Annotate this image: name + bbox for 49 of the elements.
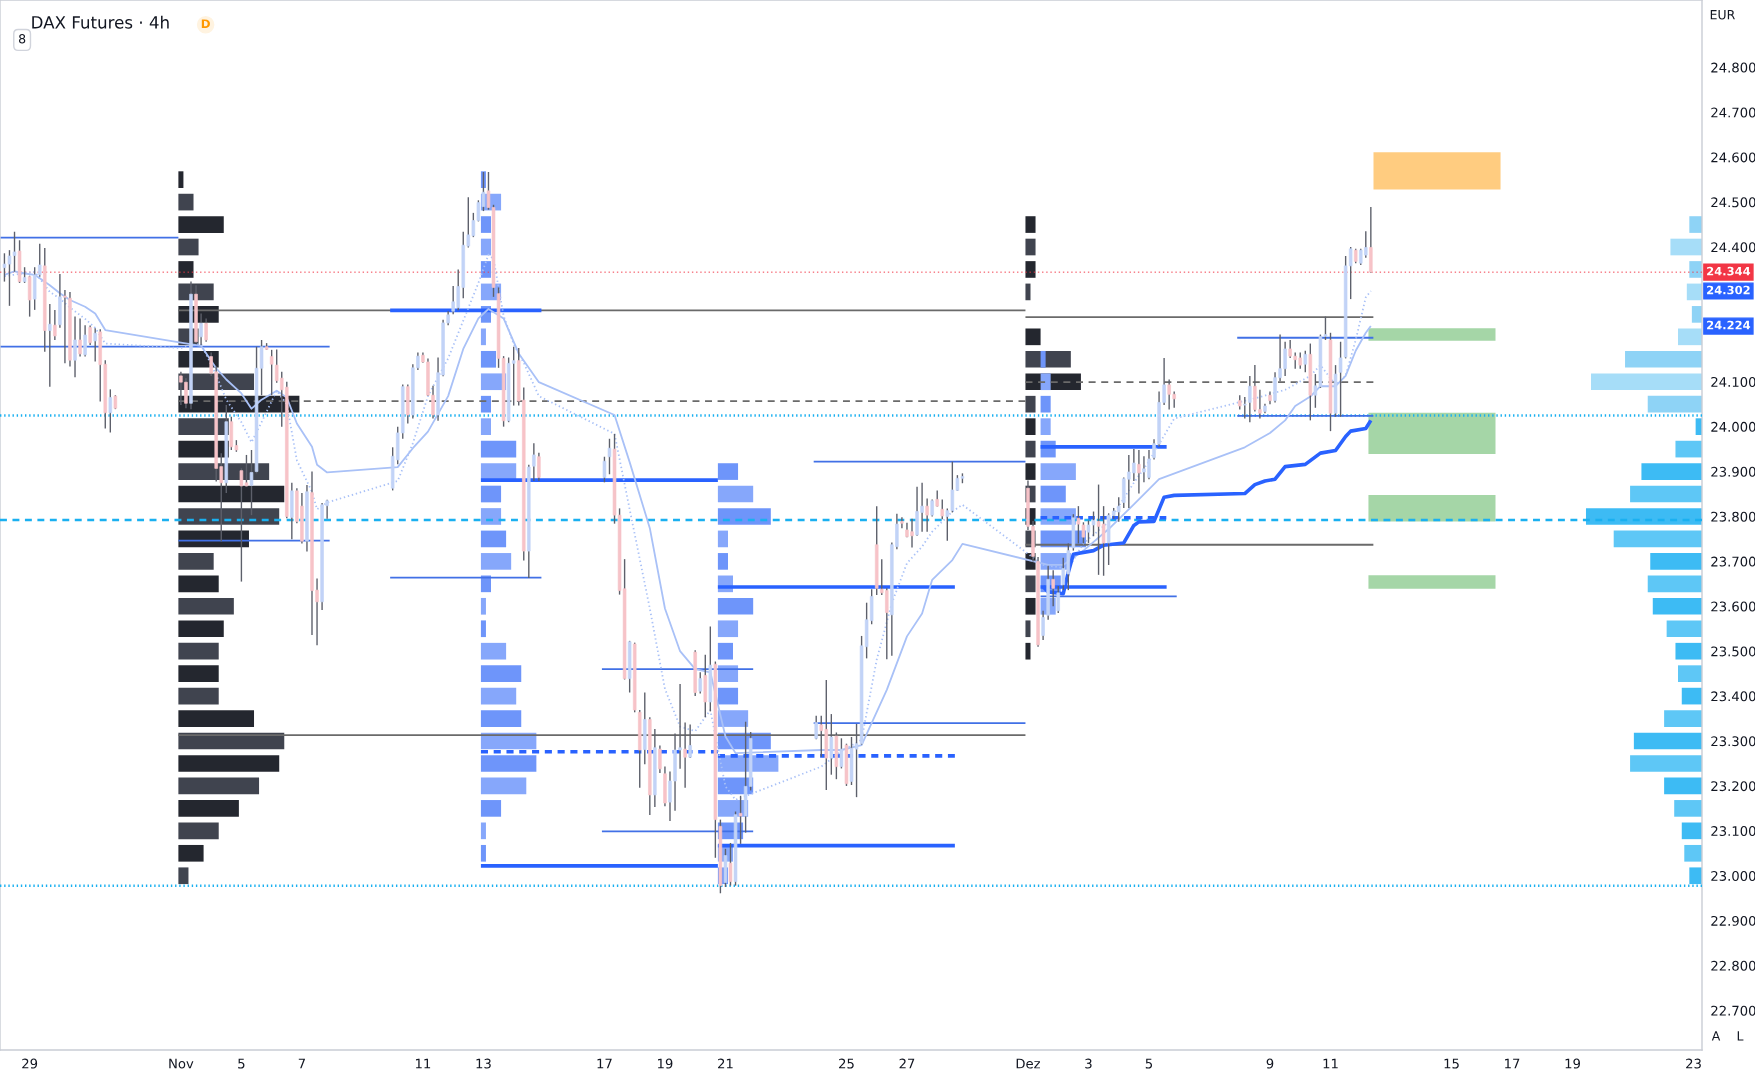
x-tick-label: 29 <box>22 1058 38 1069</box>
x-tick-label: 5 <box>238 1058 245 1069</box>
annotation: D <box>201 19 210 29</box>
ref-line-label: 24.344 <box>1707 266 1751 276</box>
x-tick-label: 11 <box>415 1058 431 1069</box>
y-tick-label: 23.600 <box>1711 601 1755 612</box>
y-tick-label: 24.400 <box>1711 242 1755 253</box>
x-tick-label: 21 <box>718 1058 733 1069</box>
annotation: 24.224 <box>1707 320 1751 330</box>
x-tick-label: 9 <box>1266 1058 1274 1069</box>
text: L <box>1737 1031 1744 1041</box>
y-tick-label: 24.600 <box>1711 152 1755 163</box>
annotation: 8 <box>19 34 26 44</box>
x-tick-label: 13 <box>476 1058 491 1069</box>
y-axis-title: EUR <box>1710 10 1735 20</box>
y-tick-label: 22.700 <box>1711 1005 1755 1016</box>
x-tick-label: 23 <box>1686 1058 1701 1069</box>
y-tick-label: 24.800 <box>1711 62 1755 73</box>
x-tick-label: 11 <box>1323 1058 1338 1069</box>
x-tick-label: 25 <box>839 1058 854 1069</box>
y-tick-label: 23.400 <box>1711 691 1755 702</box>
y-tick-label: 22.800 <box>1711 960 1755 971</box>
y-tick-label: 23.700 <box>1711 556 1755 567</box>
text: A <box>1711 1031 1721 1041</box>
x-tick-label: 19 <box>1565 1058 1580 1069</box>
x-tick-label: Dez <box>1016 1058 1041 1069</box>
x-tick-label: 17 <box>597 1058 612 1069</box>
y-tick-label: 23.100 <box>1711 826 1755 837</box>
y-tick-label: 23.500 <box>1711 646 1755 657</box>
y-tick-label: 23.000 <box>1711 870 1755 881</box>
x-tick-label: 3 <box>1085 1058 1092 1069</box>
x-tick-label: 27 <box>899 1058 915 1069</box>
x-tick-label: 5 <box>1145 1058 1153 1069</box>
x-tick-label: Nov <box>169 1058 194 1069</box>
x-tick-label: 19 <box>658 1058 673 1069</box>
y-tick-label: 24.700 <box>1711 107 1755 118</box>
y-tick-label: 23.900 <box>1711 466 1755 477</box>
text: DAX Futures · 4h <box>32 15 169 29</box>
annotation: 24.302 <box>1707 285 1750 295</box>
y-tick-label: 24.000 <box>1711 421 1755 432</box>
x-tick-label: 7 <box>298 1058 305 1069</box>
x-tick-label: 15 <box>1444 1058 1459 1069</box>
y-tick-label: 22.900 <box>1711 915 1755 926</box>
y-tick-label: 23.300 <box>1711 736 1755 747</box>
y-tick-label: 23.800 <box>1711 511 1755 522</box>
x-tick-label: 17 <box>1505 1058 1520 1069</box>
y-tick-label: 24.500 <box>1711 197 1755 208</box>
y-tick-label: 24.100 <box>1711 376 1755 387</box>
y-tick-label: 23.200 <box>1711 781 1755 792</box>
